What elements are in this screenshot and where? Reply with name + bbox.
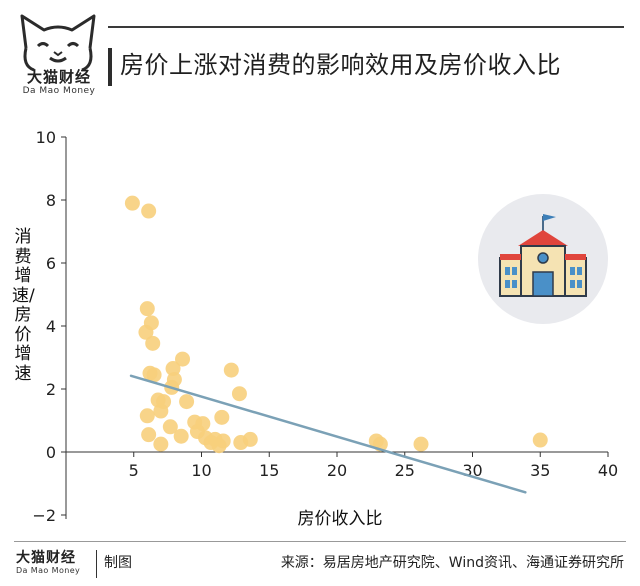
- data-point: [139, 408, 155, 424]
- data-point: [231, 386, 247, 402]
- footer-source: 来源：易居房地产研究院、Wind资讯、海通证券研究所: [280, 555, 624, 571]
- x-tick-label: 10: [191, 461, 211, 480]
- x-tick-label: 5: [129, 461, 139, 480]
- cat-face-icon: [20, 14, 96, 72]
- data-point: [139, 301, 155, 317]
- data-point: [146, 367, 162, 383]
- data-point: [141, 427, 157, 443]
- data-point: [242, 431, 258, 447]
- brand-name-english: Da Mao Money: [22, 86, 96, 96]
- data-point: [173, 428, 189, 444]
- y-axis-label: 消费增速/房价增速: [12, 227, 35, 384]
- x-axis-label: 房价收入比: [297, 509, 383, 529]
- data-point: [162, 419, 178, 435]
- data-point: [179, 394, 195, 410]
- x-tick-label: 40: [598, 461, 618, 480]
- y-tick-label: 4: [46, 317, 56, 336]
- y-tick-label: 6: [46, 254, 56, 273]
- data-point: [532, 432, 548, 448]
- data-point: [214, 409, 230, 425]
- footer-divider: [14, 541, 626, 542]
- footer-separator: [96, 550, 97, 578]
- data-point: [138, 324, 154, 340]
- data-point: [124, 195, 140, 211]
- title-accent-bar: [108, 48, 112, 86]
- y-tick-label: −2: [32, 506, 56, 525]
- footer-made-label: 制图: [104, 555, 132, 571]
- trend-line-group: [129, 374, 527, 494]
- data-point: [175, 351, 191, 367]
- data-point: [223, 362, 239, 378]
- y-tick-label: 2: [46, 380, 56, 399]
- y-tick-label: 8: [46, 191, 56, 210]
- x-tick-label: 15: [259, 461, 279, 480]
- footer-brand-name-english: Da Mao Money: [16, 566, 81, 575]
- data-point: [165, 361, 181, 377]
- header-divider: [108, 26, 624, 28]
- school-building-icon: [478, 194, 608, 324]
- x-tick-label: 35: [530, 461, 550, 480]
- y-tick-label: 10: [36, 128, 56, 147]
- x-tick-label: 20: [327, 461, 347, 480]
- brand-name: 大猫财经: [26, 68, 91, 86]
- trend-line: [129, 374, 527, 494]
- data-point: [145, 335, 161, 351]
- data-point: [153, 403, 169, 419]
- data-point: [211, 438, 227, 454]
- data-point: [413, 436, 429, 452]
- data-point: [153, 436, 169, 452]
- page-title: 房价上涨对消费的影响效用及房价收入比: [120, 51, 561, 79]
- x-tick-label: 25: [395, 461, 415, 480]
- y-tick-label: 0: [46, 443, 56, 462]
- data-points: [124, 195, 548, 454]
- footer-brand-name: 大猫财经: [16, 550, 76, 566]
- data-point: [141, 203, 157, 219]
- header: 大猫财经 Da Mao Money 房价上涨对消费的影响效用及房价收入比: [0, 0, 640, 110]
